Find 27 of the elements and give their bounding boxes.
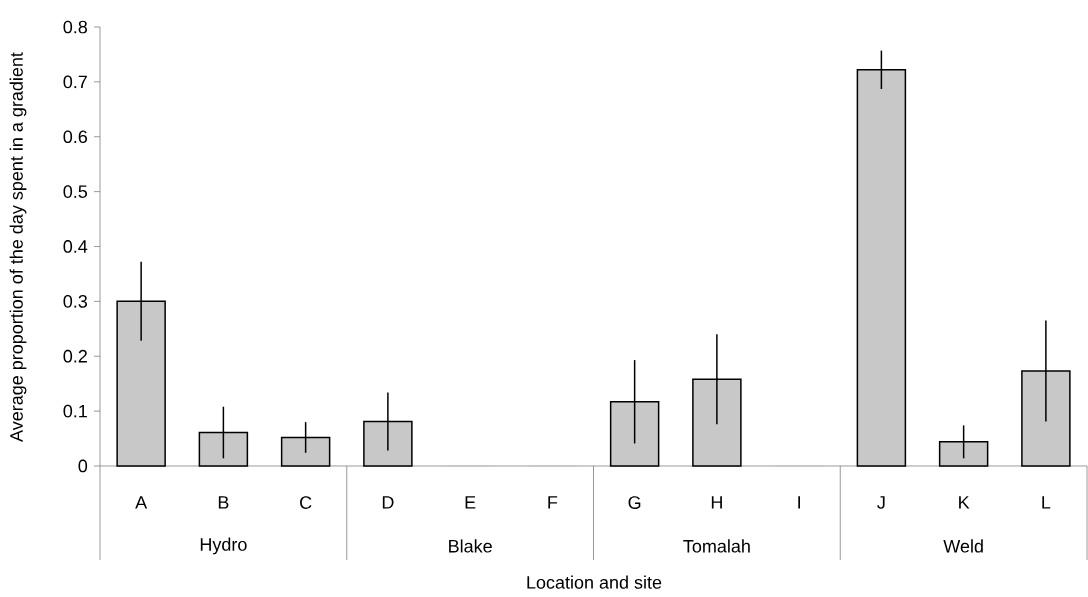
y-tick-label: 0.1 <box>63 404 87 418</box>
y-tick-label: 0.2 <box>63 349 87 363</box>
text: Weld <box>943 539 983 553</box>
y-tick-label: 0.3 <box>63 295 88 308</box>
y-tick-label: 0.4 <box>63 240 88 253</box>
y-tick-label: 0.8 <box>63 20 88 34</box>
x-tick-label: I <box>798 496 800 509</box>
x-tick-label: H <box>711 496 722 509</box>
x-tick-label: G <box>628 496 641 509</box>
x-tick-label: L <box>1042 496 1051 509</box>
text: Tomalah <box>683 539 750 553</box>
x-tick-label: A <box>135 496 148 509</box>
x-tick-label: K <box>959 496 970 509</box>
y-tick-label: 0 <box>78 459 88 473</box>
y-tick-label: 0.7 <box>63 75 87 89</box>
x-axis-title: Location and site <box>527 575 662 589</box>
x-tick-label: D <box>382 496 394 509</box>
x-tick-label: C <box>300 496 312 509</box>
x-tick-label: E <box>465 496 476 509</box>
text: Hydro <box>200 537 247 555</box>
x-tick-label: F <box>548 496 558 509</box>
text: Blake <box>449 539 492 553</box>
x-tick-label: B <box>218 496 229 509</box>
y-axis-title: Average proportion of the day spent in a gradient <box>9 52 27 442</box>
x-tick-label: J <box>877 496 885 509</box>
y-tick-label: 0.6 <box>63 130 88 144</box>
y-tick-label: 0.5 <box>63 185 88 198</box>
